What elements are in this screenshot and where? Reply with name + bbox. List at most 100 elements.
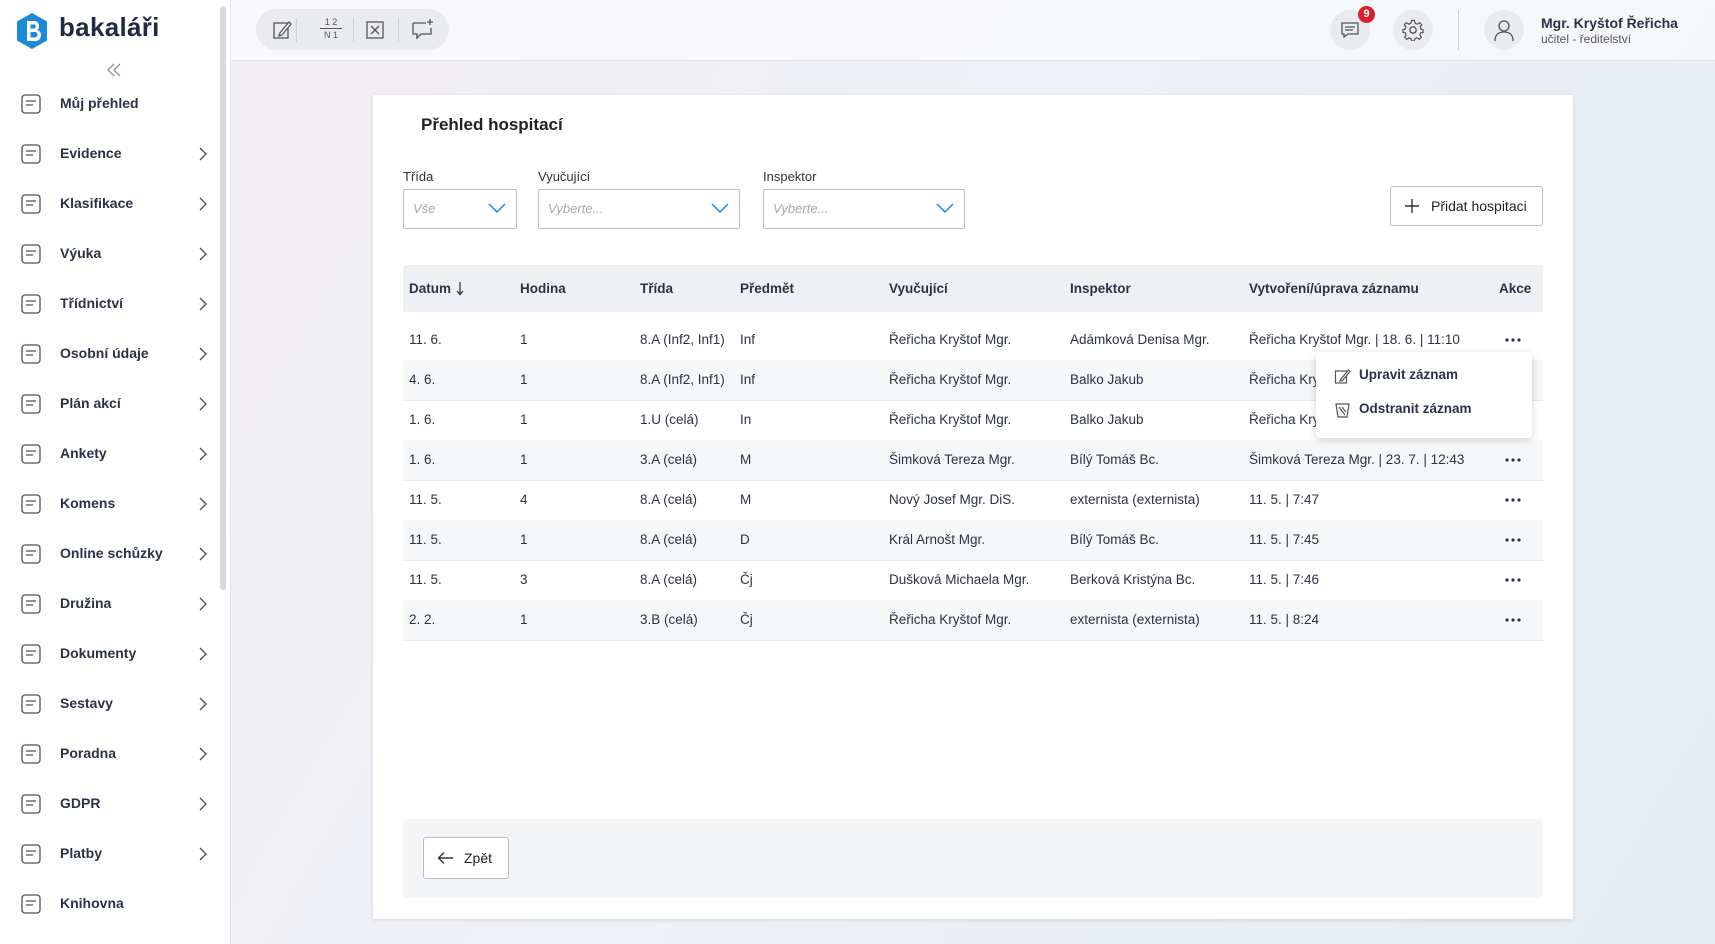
nav-label: Sestavy	[60, 695, 113, 711]
table-cell: Řeřicha Kryštof Mgr.	[889, 332, 1012, 347]
table-cell: 1	[520, 532, 528, 547]
nav-item[interactable]: Výuka	[0, 232, 226, 276]
nav-item[interactable]: Evidence	[0, 132, 226, 176]
chevron	[199, 697, 207, 711]
filter-placeholder: Vše	[413, 201, 436, 216]
filter-label: Vyučující	[538, 169, 591, 184]
nav-item[interactable]: Poradna	[0, 732, 226, 776]
logo	[17, 13, 47, 49]
nav-item[interactable]: GDPR	[0, 782, 226, 826]
nav-icon	[21, 244, 41, 264]
column-header: Třída	[640, 281, 674, 296]
dropdown-arrow	[936, 203, 954, 214]
nav-item[interactable]: Dokumenty	[0, 632, 226, 676]
nav-item[interactable]: Ankety	[0, 432, 226, 476]
table-cell: Řeřicha Kryštof Mgr.	[889, 372, 1012, 387]
table-cell: Šimková Tereza Mgr. | 23. 7. | 12:43	[1249, 452, 1465, 467]
nav-item[interactable]: Sestavy	[0, 682, 226, 726]
avatar-icon	[1494, 20, 1514, 42]
collapse-button[interactable]	[106, 63, 122, 77]
separator	[1458, 10, 1459, 50]
delete-icon	[1335, 403, 1350, 418]
table-cell: M	[740, 452, 752, 467]
nav-icon	[21, 194, 41, 214]
row-actions[interactable]	[1503, 493, 1523, 507]
nav-icon	[21, 294, 41, 314]
chevron	[199, 247, 207, 261]
table-cell: 11. 5. | 7:46	[1249, 572, 1320, 587]
row-actions[interactable]	[1503, 533, 1523, 547]
table-cell: Král Arnošt Mgr.	[889, 532, 986, 547]
grade-tool[interactable]: 1 2 N 1	[320, 16, 342, 44]
table-row	[403, 440, 1543, 481]
message-tool[interactable]	[411, 18, 435, 40]
table-cell: Dušková Michaela Mgr.	[889, 572, 1030, 587]
absence-tool[interactable]	[365, 20, 385, 40]
add-button-label: Přidat hospitaci	[1431, 198, 1527, 214]
dropdown-arrow	[711, 203, 729, 214]
nav-item[interactable]: Online schůzky	[0, 532, 226, 576]
chevron	[199, 297, 207, 311]
nav-label: Online schůzky	[60, 545, 163, 561]
nav-item[interactable]: Můj přehled	[0, 82, 226, 126]
nav-label: Můj přehled	[60, 95, 139, 111]
table-cell: Řeřicha Kry	[1249, 372, 1320, 387]
column-header: Inspektor	[1070, 281, 1131, 296]
add-button[interactable]: Přidat hospitaci	[1390, 186, 1543, 226]
nav-icon	[21, 744, 41, 764]
row-actions[interactable]	[1503, 573, 1523, 587]
menu-item[interactable]: Odstranit záznam	[1359, 401, 1472, 416]
chevron	[199, 447, 207, 461]
filter-select[interactable]: Vyberte...	[538, 189, 740, 229]
separator	[398, 18, 399, 42]
nav-item[interactable]: Třídnictví	[0, 282, 226, 326]
sort-arrow	[456, 282, 464, 296]
row-actions[interactable]	[1503, 453, 1523, 467]
table-cell: 11. 6.	[409, 332, 442, 347]
user-role: učitel - ředitelství	[1541, 32, 1632, 46]
column-header[interactable]: Datum	[409, 281, 452, 296]
table-cell: Balko Jakub	[1070, 412, 1144, 427]
nav-item[interactable]: Knihovna	[0, 882, 226, 926]
table-cell: M	[740, 492, 752, 507]
table-cell: 1	[520, 612, 528, 627]
edit-icon	[1334, 369, 1351, 384]
table-cell: 11. 5.	[409, 572, 442, 587]
settings-icon	[1402, 19, 1424, 41]
back-button-label: Zpět	[464, 850, 493, 866]
nav-label: Třídnictví	[60, 295, 124, 311]
edit-tool[interactable]	[271, 19, 293, 41]
dropdown-arrow	[488, 203, 506, 214]
nav-icon	[21, 894, 41, 914]
table-cell: Balko Jakub	[1070, 372, 1144, 387]
nav-item[interactable]: Klasifikace	[0, 182, 226, 226]
nav-icon	[21, 94, 41, 114]
filter-select[interactable]: Vše	[403, 189, 517, 229]
row-actions[interactable]	[1503, 613, 1523, 627]
nav-item[interactable]: Osobní údaje	[0, 332, 226, 376]
table-cell: 1.U (celá)	[640, 412, 699, 427]
filter-select[interactable]: Vyberte...	[763, 189, 965, 229]
menu-item[interactable]: Upravit záznam	[1359, 367, 1459, 382]
nav-item[interactable]: Plán akcí	[0, 382, 226, 426]
table-cell: 11. 5. | 7:45	[1249, 532, 1320, 547]
nav-item[interactable]: Komens	[0, 482, 226, 526]
scrollbar	[220, 6, 226, 590]
ellipsis-icon	[1505, 578, 1521, 582]
ellipsis-icon	[1505, 618, 1521, 622]
brand: bakaláři	[59, 12, 160, 42]
table-cell: Řeřicha Kryštof Mgr. | 18. 6. | 11:10	[1249, 332, 1460, 347]
back-button[interactable]: Zpět	[423, 837, 509, 879]
table-cell: 3.A (celá)	[640, 452, 698, 467]
table-cell: In	[740, 412, 752, 427]
table-cell: 3	[520, 572, 528, 587]
table-cell: Inf	[740, 332, 756, 347]
row-actions[interactable]	[1503, 333, 1523, 347]
settings-button[interactable]	[1393, 10, 1433, 50]
nav-icon	[21, 694, 41, 714]
chevron	[199, 547, 207, 561]
avatar[interactable]	[1484, 10, 1524, 50]
nav-item[interactable]: Družina	[0, 582, 226, 626]
nav-item[interactable]: Platby	[0, 832, 226, 876]
